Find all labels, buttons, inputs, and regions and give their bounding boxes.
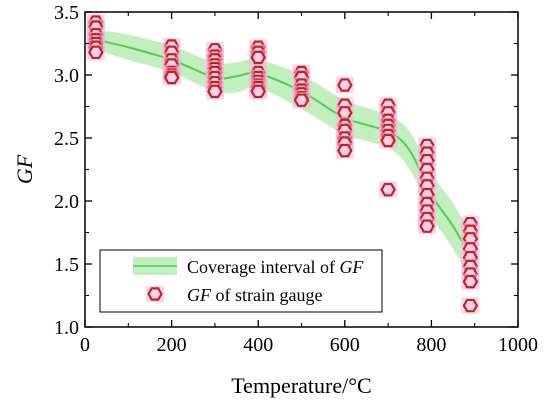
marker-hexagon — [207, 84, 223, 99]
marker-layer — [86, 14, 480, 314]
legend-points-italic: GF — [187, 285, 212, 305]
marker-hexagon — [337, 143, 353, 158]
legend-points-suffix: of strain gauge — [211, 285, 322, 305]
legend-band-italic: GF — [339, 257, 364, 277]
y-tick-label: 3.0 — [54, 65, 79, 87]
marker-hexagon — [250, 84, 266, 99]
marker-hexagon — [147, 287, 163, 301]
legend: Coverage interval of GF GF of strain gau… — [99, 249, 383, 313]
data-point — [418, 218, 437, 235]
y-tick-label: 1.0 — [54, 317, 79, 339]
x-tick-label: 1000 — [498, 334, 538, 356]
marker-hexagon — [88, 45, 104, 60]
data-point — [335, 142, 354, 159]
x-tick-label: 200 — [157, 334, 187, 356]
marker-hexagon — [462, 274, 479, 289]
x-tick-label: 800 — [416, 334, 446, 356]
data-point — [461, 297, 480, 314]
data-point — [205, 83, 224, 100]
data-point — [379, 132, 398, 149]
x-tick-label: 400 — [243, 334, 273, 356]
y-tick-label: 2.0 — [54, 191, 79, 213]
marker-hexagon — [462, 298, 479, 313]
legend-points-label: GF of strain gauge — [187, 285, 322, 305]
data-point — [461, 273, 480, 290]
marker-hexagon — [293, 93, 310, 107]
data-point — [335, 77, 354, 94]
legend-band-label: Coverage interval of GF — [187, 257, 364, 277]
legend-marker — [146, 286, 164, 302]
x-tick-label: 600 — [330, 334, 360, 356]
marker-hexagon — [337, 106, 353, 120]
x-axis-title: Temperature/°C — [231, 373, 371, 398]
data-point — [379, 181, 398, 198]
data-point — [249, 49, 268, 66]
y-axis-title: GF — [12, 154, 37, 184]
y-tick-label: 1.5 — [54, 254, 79, 276]
data-point — [292, 92, 311, 109]
marker-hexagon — [163, 70, 180, 85]
coverage-band-layer — [95, 29, 476, 287]
data-point — [162, 69, 181, 86]
tick-layer — [84, 11, 519, 328]
data-point — [86, 44, 105, 61]
x-tick-label: 0 — [80, 334, 90, 356]
tick-label-layer: 0 200 400 600 800 1000 1.0 1.5 2.0 2.5 3.0 3.5 — [54, 2, 538, 356]
marker-hexagon — [419, 219, 435, 233]
marker-hexagon — [250, 50, 266, 65]
marker-hexagon — [380, 182, 396, 197]
coverage-band — [95, 29, 475, 287]
legend-band-prefix: Coverage interval of — [187, 257, 339, 277]
legend-marker-hexagon — [146, 286, 164, 302]
data-point — [249, 83, 268, 100]
marker-hexagon — [337, 78, 353, 92]
y-tick-label: 2.5 — [54, 128, 79, 150]
marker-hexagon — [380, 133, 396, 148]
y-tick-label: 3.5 — [54, 2, 79, 24]
